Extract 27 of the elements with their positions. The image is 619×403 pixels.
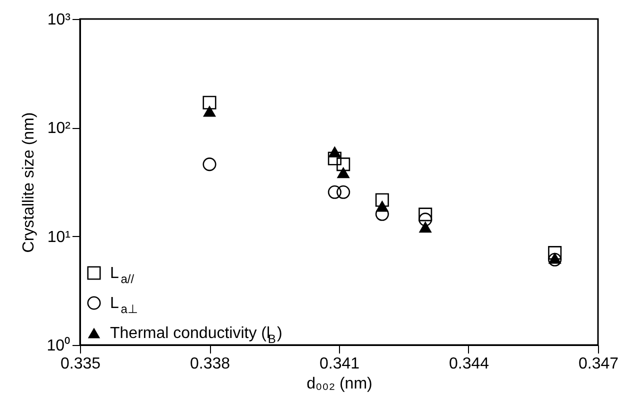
point: [328, 152, 342, 166]
point: [376, 200, 389, 212]
x-tick-label: 0.341: [319, 356, 360, 372]
point: [202, 105, 216, 117]
y-tick-label: 10¹: [47, 228, 70, 246]
x-tick-label: 0.338: [190, 356, 230, 372]
point: [548, 252, 562, 266]
point: [328, 185, 342, 199]
x-axis-title: d₀₀₂ (nm): [306, 376, 372, 392]
point: [375, 193, 389, 207]
x-tick-label: 0.335: [60, 356, 101, 372]
point: [418, 212, 432, 226]
point: [548, 246, 562, 260]
point: [202, 158, 216, 172]
point: [336, 158, 350, 172]
x-tick-label: 0.347: [578, 356, 619, 372]
point: [328, 146, 342, 158]
y-tick-label: 10⁰: [46, 336, 70, 354]
point: [418, 208, 432, 222]
point: [202, 96, 216, 110]
y-tick-label: 10²: [47, 120, 72, 138]
x-tick-label: 0.344: [448, 356, 490, 372]
point: [418, 221, 432, 233]
point: [336, 185, 350, 199]
point: [336, 166, 350, 178]
y-tick-label: 10³: [47, 12, 72, 28]
y-axis-title: Crystallite size (nm): [20, 112, 38, 253]
